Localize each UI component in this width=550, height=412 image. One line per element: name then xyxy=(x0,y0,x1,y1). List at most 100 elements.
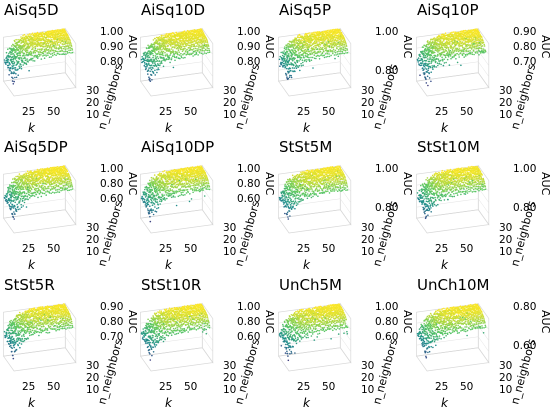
data-point xyxy=(8,199,11,202)
data-point xyxy=(436,45,438,47)
data-point xyxy=(22,195,25,198)
data-point xyxy=(68,176,71,178)
data-point xyxy=(426,40,429,43)
data-point xyxy=(417,57,420,59)
data-point xyxy=(3,196,6,199)
data-point xyxy=(198,51,201,53)
data-point xyxy=(157,63,159,65)
data-point xyxy=(308,60,311,62)
data-point xyxy=(148,76,150,78)
data-point xyxy=(193,30,196,33)
data-point xyxy=(312,36,315,38)
data-point xyxy=(47,172,49,175)
data-point xyxy=(49,39,51,41)
data-point xyxy=(33,46,35,49)
data-point xyxy=(157,36,159,39)
data-point xyxy=(53,44,55,47)
data-point xyxy=(295,64,297,66)
data-point xyxy=(37,196,39,199)
data-point xyxy=(177,44,180,47)
data-point xyxy=(427,42,429,44)
data-point xyxy=(459,30,462,33)
data-point xyxy=(454,53,456,56)
data-point xyxy=(180,42,183,44)
panel-aisq10d: AiSq10D 1.00 0.90 0.80 AUC 30 20 10 n_neighbors 2… xyxy=(137,0,274,137)
data-point xyxy=(314,50,316,53)
data-point xyxy=(8,47,11,50)
data-point xyxy=(436,49,439,51)
data-point xyxy=(45,181,48,183)
data-point xyxy=(23,54,25,56)
data-point xyxy=(446,37,448,39)
data-point xyxy=(178,51,180,53)
data-point xyxy=(182,45,184,47)
z-tick-label: 0.90 xyxy=(513,26,536,38)
data-point xyxy=(176,46,179,49)
data-point xyxy=(436,55,439,57)
data-point xyxy=(10,191,13,194)
data-point xyxy=(451,56,454,59)
data-point xyxy=(181,37,184,40)
data-point xyxy=(439,52,442,55)
data-point xyxy=(286,77,288,80)
data-point xyxy=(298,54,301,56)
data-point xyxy=(51,186,53,188)
data-point xyxy=(33,181,35,184)
data-point xyxy=(460,42,462,45)
data-point xyxy=(308,43,310,46)
data-point xyxy=(53,30,55,32)
data-point xyxy=(149,205,151,207)
data-point xyxy=(25,39,27,42)
data-point xyxy=(425,68,428,70)
data-point xyxy=(293,70,296,72)
panel-aisq5d: AiSq5D 1.00 0.90 0.80 AUC 30 20 10 n_neighbors 25… xyxy=(0,0,137,137)
data-point xyxy=(420,57,423,60)
data-point xyxy=(455,33,457,35)
y-tick-label: 20 xyxy=(223,97,236,109)
data-point xyxy=(181,43,183,46)
data-point xyxy=(190,39,193,42)
grid-line xyxy=(65,61,77,77)
data-point xyxy=(25,206,28,208)
data-point xyxy=(13,218,15,220)
data-point xyxy=(461,38,463,40)
data-point xyxy=(18,54,20,57)
data-point xyxy=(180,56,183,59)
scatter-points xyxy=(140,28,211,82)
data-point xyxy=(41,172,43,175)
data-point xyxy=(19,197,22,200)
data-point xyxy=(67,47,70,49)
data-point xyxy=(326,52,329,55)
data-point xyxy=(447,36,449,38)
data-point xyxy=(34,54,37,57)
data-point xyxy=(285,59,288,62)
data-point xyxy=(30,53,33,55)
data-point xyxy=(451,43,453,46)
data-point xyxy=(288,40,291,43)
data-point xyxy=(443,58,445,60)
data-point xyxy=(23,62,25,64)
data-point xyxy=(471,40,473,42)
data-point xyxy=(192,37,194,39)
data-point xyxy=(446,58,449,61)
data-point xyxy=(191,32,194,35)
data-point xyxy=(58,191,61,193)
data-point xyxy=(49,49,51,51)
data-point xyxy=(434,54,436,57)
data-point xyxy=(480,39,482,42)
data-point xyxy=(427,69,429,72)
data-point xyxy=(18,67,21,69)
data-point xyxy=(306,55,309,58)
data-point xyxy=(15,76,18,79)
data-point xyxy=(306,52,308,55)
data-point xyxy=(148,52,151,54)
data-point xyxy=(281,65,284,67)
data-point xyxy=(206,41,209,43)
data-point xyxy=(422,72,425,74)
data-point xyxy=(435,37,437,40)
data-point xyxy=(153,50,156,53)
data-point xyxy=(202,46,205,49)
data-point xyxy=(322,38,324,41)
data-point xyxy=(470,43,473,45)
data-point xyxy=(26,186,29,189)
